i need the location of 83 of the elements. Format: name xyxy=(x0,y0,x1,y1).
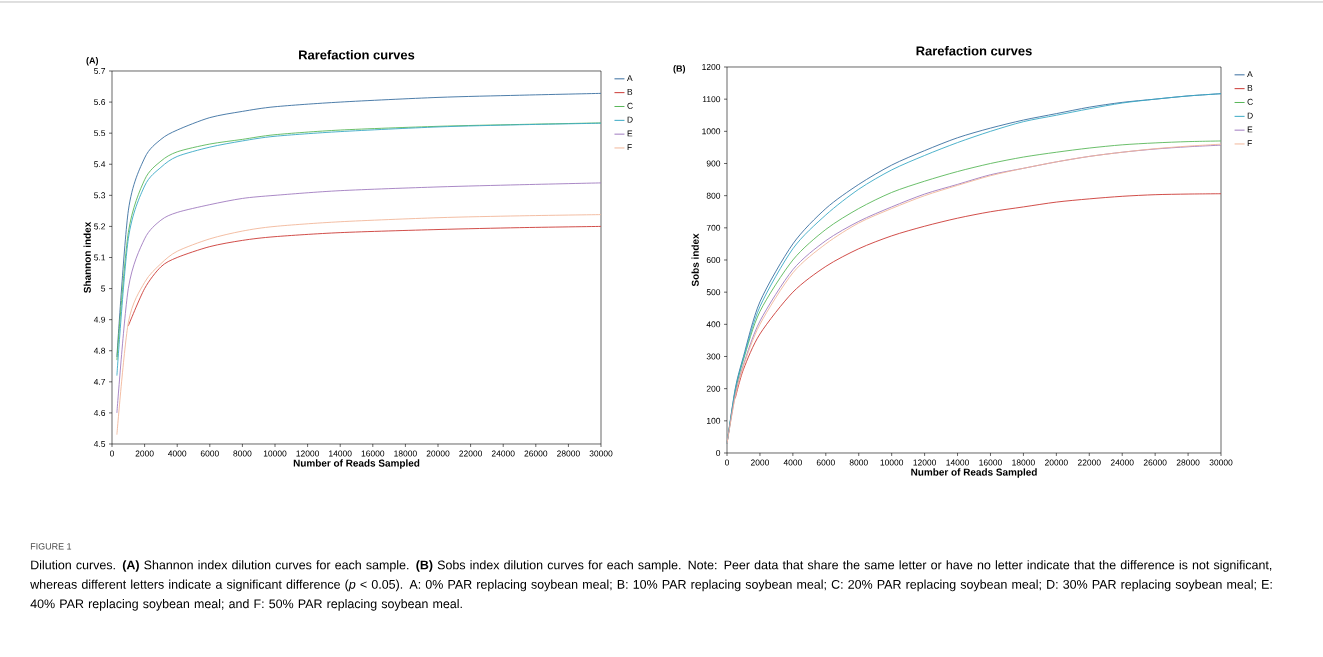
x-tick-label: 10000 xyxy=(880,459,904,466)
y-tick-label: 600 xyxy=(706,257,721,263)
x-tick-label: 20000 xyxy=(426,450,450,457)
y-axis-title: Sobs index xyxy=(691,233,699,287)
y-tick-label: 5.4 xyxy=(94,161,106,168)
legend-label: E xyxy=(627,130,633,137)
y-tick-label: 5.7 xyxy=(94,68,106,74)
x-tick-label: 28000 xyxy=(557,450,580,457)
x-tick-label: 30000 xyxy=(589,450,613,457)
legend-label: D xyxy=(627,116,633,123)
y-tick-label: 4.6 xyxy=(93,409,106,416)
y-tick-label: 4.8 xyxy=(93,347,106,354)
x-tick-label: 16000 xyxy=(361,450,385,457)
chart-title: Rarefaction curves xyxy=(299,49,415,60)
x-tick-label: 28000 xyxy=(1176,459,1200,466)
y-tick-label: 4.5 xyxy=(93,441,106,447)
y-tick-label: 1100 xyxy=(702,96,721,103)
x-tick-label: 18000 xyxy=(394,450,417,457)
x-tick-label: 10000 xyxy=(263,450,287,457)
x-tick-label: 0 xyxy=(724,459,730,466)
legend-label: B xyxy=(1247,84,1253,91)
legend-label: E xyxy=(1247,126,1253,133)
x-tick-label: 4000 xyxy=(167,450,187,457)
x-axis-title: Number of Reads Sampled xyxy=(293,459,420,469)
x-tick-label: 8000 xyxy=(849,459,868,466)
x-axis-title: Number of Reads Sampled xyxy=(911,468,1037,478)
y-tick-label: 1200 xyxy=(702,64,721,70)
y-tick-label: 900 xyxy=(706,160,721,167)
y-tick-label: 4.7 xyxy=(93,378,106,385)
y-tick-label: 5.1 xyxy=(94,254,106,261)
legend-label: F xyxy=(627,144,632,151)
y-tick-label: 500 xyxy=(706,289,721,296)
x-tick-label: 16000 xyxy=(979,459,1002,466)
y-tick-label: 5 xyxy=(101,285,106,292)
x-tick-label: 20000 xyxy=(1044,459,1068,466)
line-series xyxy=(127,225,602,327)
x-tick-label: 8000 xyxy=(233,450,252,457)
y-tick-label: 200 xyxy=(706,385,721,392)
x-tick-label: 6000 xyxy=(200,450,219,457)
x-tick-label: 2000 xyxy=(135,450,154,457)
x-tick-label: 22000 xyxy=(1077,459,1101,466)
text: (B) xyxy=(673,65,686,74)
caption: FIGURE 1 xyxy=(30,543,72,550)
legend-label: F xyxy=(1247,140,1252,147)
legend-label: C xyxy=(1247,98,1253,105)
text: (A) xyxy=(86,57,99,66)
chart-title: Rarefaction curves xyxy=(916,45,1032,56)
y-axis-title: Shannon index xyxy=(83,221,91,293)
x-tick-label: 2000 xyxy=(750,459,770,466)
x-tick-label: 0 xyxy=(109,450,115,457)
y-tick-label: 100 xyxy=(707,417,721,424)
y-tick-label: 5.2 xyxy=(94,223,106,230)
y-tick-label: 400 xyxy=(706,321,721,328)
y-tick-label: 5.5 xyxy=(94,130,106,137)
legend-label: A xyxy=(626,75,633,81)
x-tick-label: 4000 xyxy=(783,459,802,466)
y-tick-label: 4.9 xyxy=(93,316,106,323)
x-tick-label: 6000 xyxy=(816,459,835,466)
x-tick-label: 12000 xyxy=(913,459,937,466)
x-tick-label: 12000 xyxy=(296,450,320,457)
x-tick-label: 14000 xyxy=(946,459,969,466)
x-tick-label: 22000 xyxy=(459,450,483,457)
x-tick-label: 26000 xyxy=(524,450,548,457)
y-tick-label: 1000 xyxy=(702,128,721,135)
y-tick-label: 800 xyxy=(706,192,721,199)
y-tick-label: 5.3 xyxy=(94,192,106,199)
legend-label: A xyxy=(1247,71,1253,77)
x-tick-label: 30000 xyxy=(1209,459,1233,466)
x-tick-label: 26000 xyxy=(1143,459,1167,466)
y-tick-label: 700 xyxy=(706,224,721,231)
legend-label: B xyxy=(627,88,633,95)
text: Dilution curves. (A) Shannon index dilution curves for each sample. (B) Sobs index dilution curves for each sample. Note: Peer data that share the same letter or have no letter indicate that the difference is not significant, whereas different letters indicate a significant difference (p < 0.05). A: 0% PAR replacing soybean meal; B: 10% PAR replacing soybean meal; C: 20% PAR replacing soybean meal; D: 30% PAR replacing soybean meal; E: 40% PAR replacing soybean meal; and F: 50% PAR replacing soybean meal. xyxy=(30,560,1272,611)
line-series xyxy=(116,182,602,414)
y-tick-label: 5.6 xyxy=(94,99,106,106)
legend-label: D xyxy=(1247,112,1253,119)
x-tick-label: 18000 xyxy=(1012,459,1035,466)
x-tick-label: 24000 xyxy=(491,450,515,457)
y-tick-label: 300 xyxy=(706,353,721,360)
x-tick-label: 24000 xyxy=(1110,459,1134,466)
legend-label: C xyxy=(627,102,633,109)
line-series xyxy=(734,193,1222,399)
line-series xyxy=(116,214,602,436)
x-tick-label: 14000 xyxy=(329,450,352,457)
